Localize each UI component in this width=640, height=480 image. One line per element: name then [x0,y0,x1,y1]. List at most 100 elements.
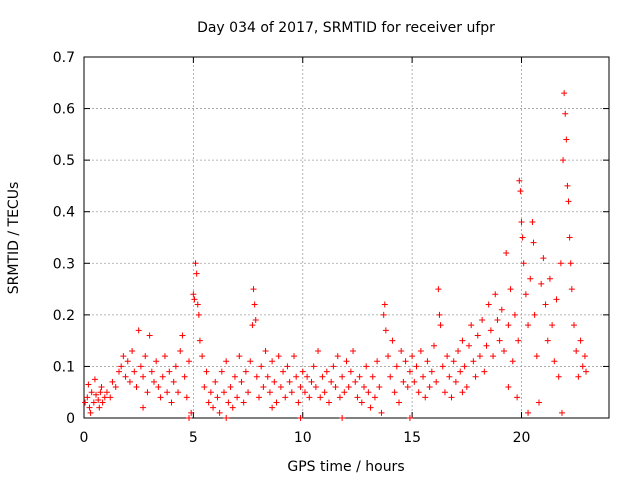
data-point [529,219,536,226]
data-point [142,353,149,360]
data-point [93,391,100,398]
data-point [544,337,551,344]
data-point [266,389,273,396]
data-point [315,347,322,354]
data-point [516,177,523,184]
data-point [487,327,494,334]
data-point [435,286,442,293]
data-point [271,378,278,385]
data-point [387,373,394,380]
data-point [151,378,157,385]
data-point [164,389,171,396]
data-point [367,404,374,411]
data-point [542,301,549,308]
data-point [319,373,326,380]
data-point [90,399,97,406]
data-point [420,373,427,380]
data-point [240,399,247,406]
data-point [155,384,162,391]
data-point [275,353,282,360]
data-point [507,286,514,293]
data-point [168,399,175,406]
x-tick-label: 0 [80,430,89,446]
data-point [365,389,372,396]
data-point [95,396,102,403]
data-point [199,353,206,360]
data-point [492,291,499,298]
data-point [466,342,472,349]
data-point [376,384,383,391]
data-point [579,363,586,370]
y-tick-label: 0.7 [53,50,75,66]
data-point [426,384,433,391]
data-point [269,358,276,365]
data-point [352,378,359,385]
data-point [553,296,560,303]
data-point [391,389,398,396]
data-point [381,301,388,308]
data-point [483,342,490,349]
data-point [369,373,376,380]
data-point [107,394,114,401]
data-point [297,415,304,421]
data-point [247,358,254,365]
data-point [304,373,311,380]
data-point [339,373,346,380]
data-point [479,317,486,324]
data-point [577,337,584,344]
data-point [378,409,385,416]
data-point [472,373,479,380]
data-point [555,373,562,380]
data-point [242,368,249,375]
data-point [86,404,93,411]
data-point [522,291,529,298]
chart-title: Day 034 of 2017, SRMTID for receiver ufp… [197,20,495,36]
data-point [234,394,241,401]
data-point [229,404,236,411]
data-point [193,270,200,277]
data-point [457,368,464,375]
data-point [519,234,526,241]
data-point [406,415,413,421]
data-point [140,404,147,411]
data-point [273,399,280,406]
data-point [260,384,267,391]
data-point [258,363,265,370]
data-point [437,322,444,329]
data-point [581,353,588,360]
data-point [476,353,483,360]
data-point [470,358,477,365]
data-point [306,394,313,401]
data-point [441,389,448,396]
data-point [400,378,407,385]
data-point [88,389,95,396]
data-point [326,399,332,406]
data-point [122,373,129,380]
data-point [424,358,431,365]
data-point [216,409,223,416]
data-point [371,394,378,401]
data-point [223,415,230,421]
data-point [450,358,457,365]
data-point [245,389,252,396]
data-point [525,409,532,416]
data-point [557,260,564,267]
data-point [190,291,197,298]
data-point [99,399,106,406]
data-point [356,373,363,380]
data-point [87,409,94,416]
data-point [455,347,462,354]
y-tick-label: 0.1 [53,359,75,375]
data-point [415,389,422,396]
data-point [291,353,297,360]
data-point [436,311,443,318]
data-point [530,239,537,246]
data-point [567,260,574,267]
data-point [195,311,202,318]
data-point [501,347,507,354]
data-point [515,337,522,344]
data-point [505,384,512,391]
data-point [496,337,503,344]
data-point [571,322,577,329]
